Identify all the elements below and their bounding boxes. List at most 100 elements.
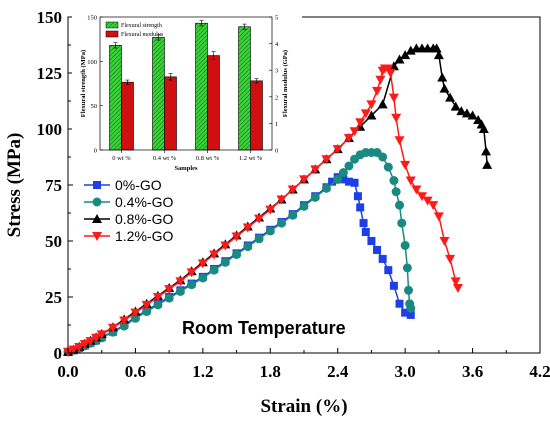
main-legend: 0%-GO0.4%-GO0.8%-GO1.2%-GO [84,177,173,244]
data-point [385,69,396,78]
inset-bar [238,26,251,151]
data-point [388,61,399,71]
data-point [310,165,321,175]
data-point [288,210,298,220]
inset-right-axis-title: Flexural modulus (GPa) [282,50,289,117]
data-point [254,214,265,224]
inset-bar [109,45,122,151]
data-point [439,83,450,93]
data-point [417,192,427,202]
data-point [411,185,422,195]
data-point [433,50,444,60]
data-point [439,237,450,246]
data-point [400,50,411,60]
y-tick-label: 50 [45,232,62,251]
data-point [378,254,387,263]
y-tick-label: 75 [45,176,62,195]
data-point [321,183,331,193]
data-point [445,92,456,102]
data-point [350,178,359,187]
data-point [375,75,386,85]
inset-bar [250,80,263,151]
y-tick-label: 25 [45,288,62,307]
inset-right-tick-label: 0 [275,148,278,155]
data-point [450,101,461,111]
data-point [164,293,174,303]
data-point [186,268,197,278]
inset-x-tick-label: 1.2 wt % [239,155,263,162]
legend-marker [92,232,102,241]
data-point [406,303,416,313]
inset-legend-swatch [105,30,119,38]
data-point [141,300,152,310]
data-point [310,192,320,202]
data-point [119,321,129,331]
legend-marker [92,197,102,207]
data-point [164,285,175,295]
data-point [220,241,231,251]
data-point [405,176,416,186]
series-1.2%-GO [63,64,463,357]
data-point [388,93,399,103]
data-point [355,118,366,128]
data-point [450,277,461,287]
data-point [397,218,407,228]
inset-right-tick-label: 1 [275,121,278,128]
data-point [344,177,353,186]
legend-label: 0.4%-GO [115,194,173,210]
data-point [431,43,442,53]
inset-x-tick-label: 0.8 wt % [196,155,220,162]
inset-right-tick-label: 4 [275,41,279,48]
data-point [79,340,90,350]
data-point [232,249,242,259]
data-point [265,226,275,236]
data-point [91,333,102,343]
y-tick-label: 100 [37,120,63,139]
legend-marker [92,214,102,223]
data-point [383,162,393,172]
data-point [391,113,402,123]
data-point [406,310,415,319]
data-point [198,273,208,283]
inset-right-tick-label: 3 [275,68,278,75]
data-point [339,175,348,184]
data-point [395,200,405,210]
y-tick-label: 125 [37,64,63,83]
inset-x-tick-label: 0 wt % [112,155,131,162]
legend-marker [93,181,101,189]
data-point [153,300,163,310]
x-tick-label: 1.8 [260,362,281,381]
data-point [437,72,448,82]
inset-bar [121,81,134,151]
data-point [395,299,404,308]
data-point [456,106,467,116]
x-tick-label: 3.0 [395,362,416,381]
data-point [119,316,130,326]
data-point [343,133,354,143]
x-tick-label: 2.4 [327,362,349,381]
x-axis-title: Strain (%) [260,396,347,417]
data-point [276,195,287,205]
data-point [373,245,382,254]
inset-x-axis-title: Samples [174,165,198,172]
data-point [231,232,242,242]
data-point [209,265,219,275]
data-point [85,337,96,347]
data-point [366,110,377,120]
data-point [367,237,376,245]
data-point [321,155,332,165]
y-axis-title: Stress (MPa) [4,133,25,238]
data-point [360,109,371,119]
inset-frame [99,16,273,151]
data-point [353,192,362,201]
data-point [482,159,493,169]
inset-left-tick-label: 100 [87,59,97,66]
data-point [389,281,398,290]
data-point [96,330,107,340]
inset-legend-label: Flexural modulus [121,32,164,38]
data-point [344,161,354,171]
inset-x-tick-label: 0.4 wt % [153,155,177,162]
inset-bar-chart: 0 wt % 0.4 wt % 0.8 wt % 1.2 wt % 0 50 100 150 0… [72,6,302,174]
